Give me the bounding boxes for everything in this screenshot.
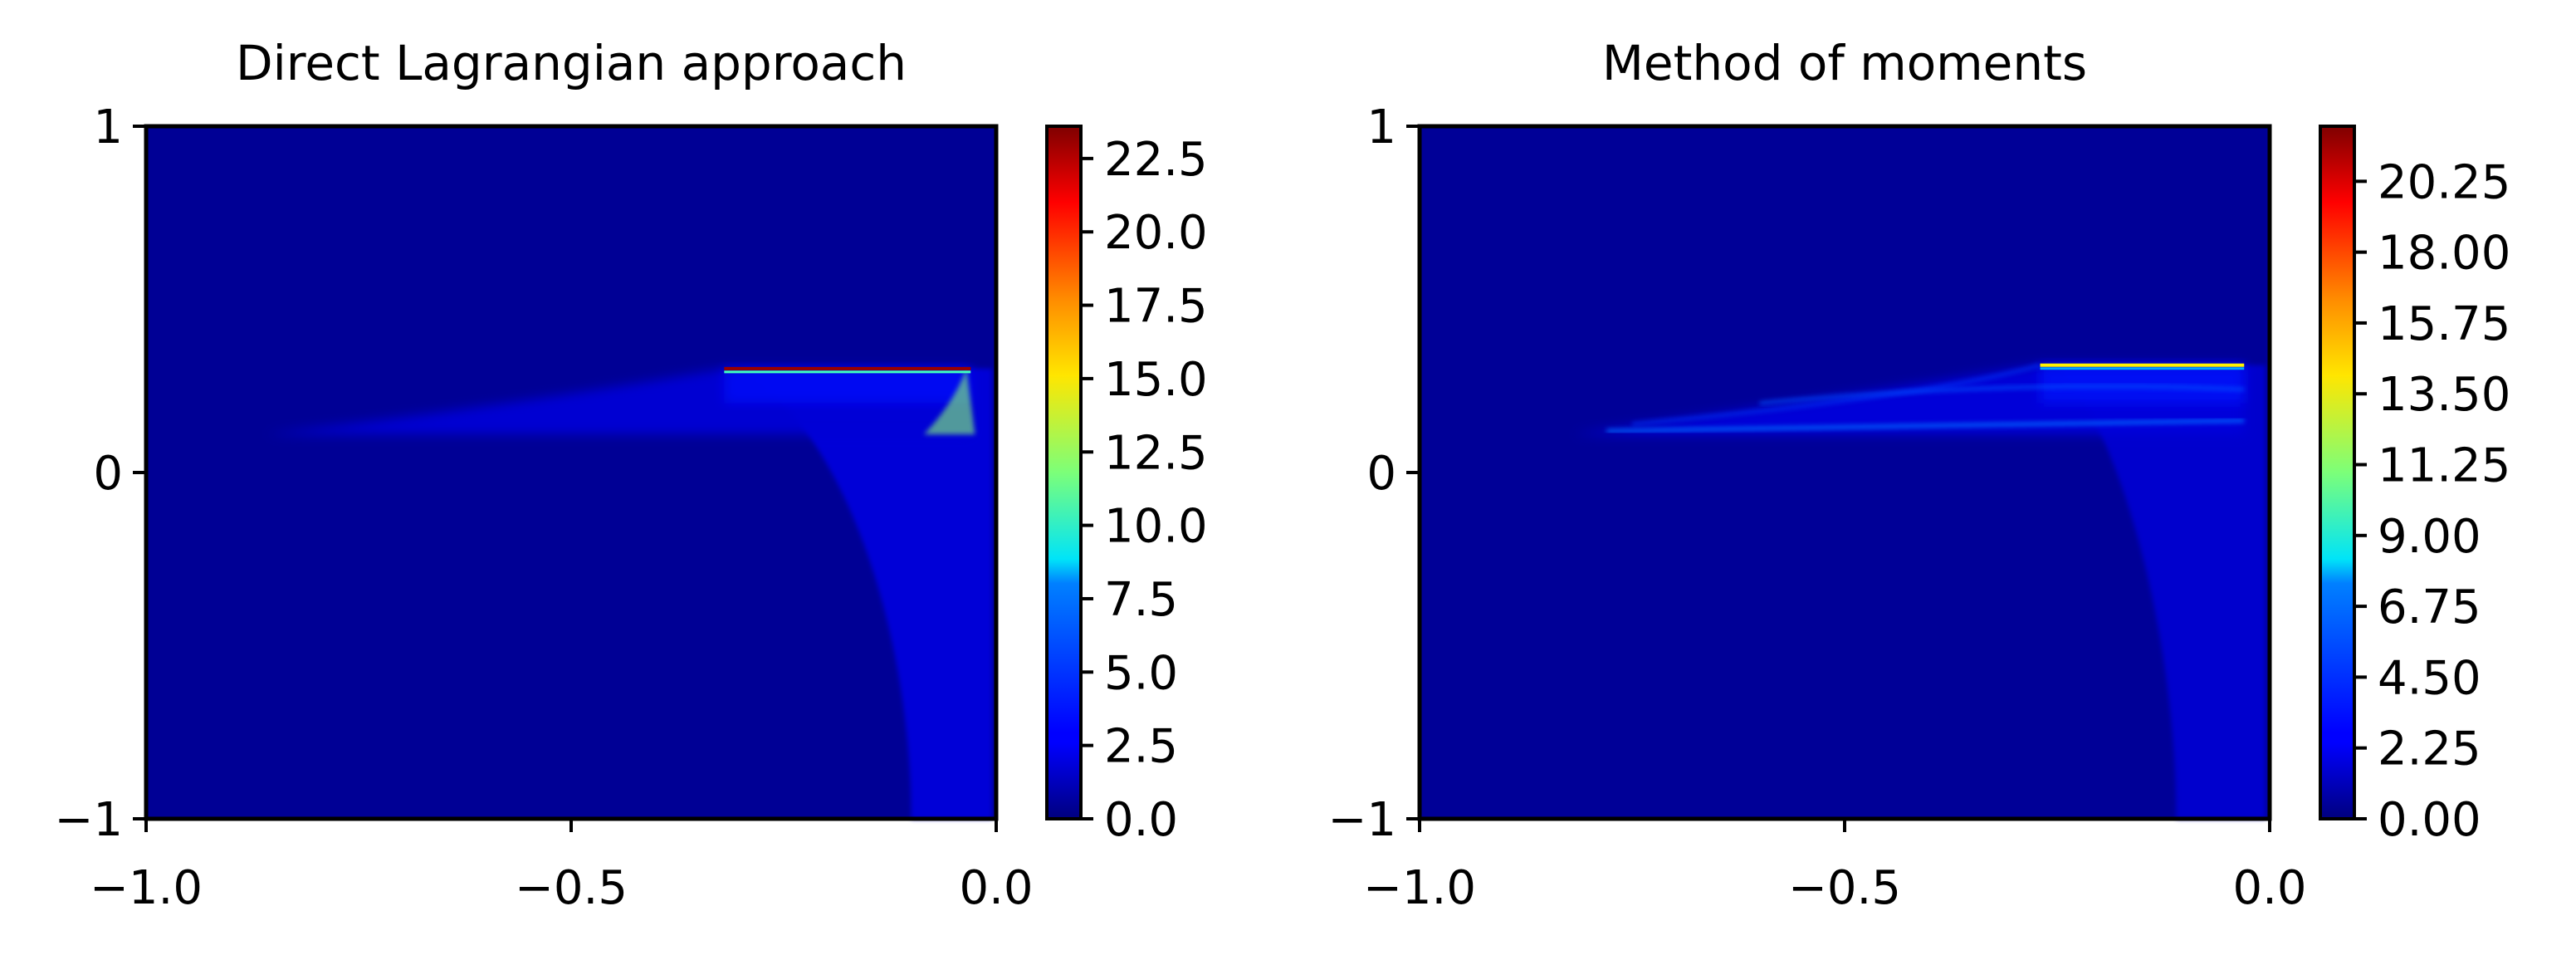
colorbar-tick-label: 20.25 [2378, 155, 2510, 209]
heatmap-field [1420, 126, 2270, 820]
colorbar-tick-label: 12.5 [1104, 426, 1208, 480]
chart-title: Direct Lagrangian approach [236, 35, 907, 91]
colorbar-tick-label: 9.00 [2378, 510, 2481, 564]
colorbar-tick-label: 22.5 [1104, 133, 1208, 187]
chart-title: Method of moments [1602, 35, 2087, 91]
colorbar-tick-label: 2.25 [2378, 722, 2481, 776]
colorbar-tick-label: 0.0 [1104, 793, 1178, 847]
colorbar-gradient [2319, 125, 2356, 820]
colorbar-tick-label: 0.00 [2378, 793, 2481, 847]
heatmap-lower-streak [1606, 418, 2245, 433]
x-tick-label: −1.0 [1363, 861, 1476, 915]
colorbar-tick-label: 18.00 [2378, 227, 2510, 281]
x-tick-label: −0.5 [515, 861, 628, 915]
heatmap-panel-left: Direct Lagrangian approach −1.0 −0.5 0.0… [54, 35, 1207, 915]
y-axis: −1 0 1 [54, 100, 146, 847]
heatmap-band [724, 368, 971, 404]
x-tick-label: −0.5 [1788, 861, 1901, 915]
y-tick-label: 0 [93, 447, 123, 501]
x-tick-label: 0.0 [959, 861, 1033, 915]
colorbar-tick-label: 20.0 [1104, 206, 1208, 260]
colorbar-tick-label: 15.75 [2378, 297, 2510, 351]
colorbar: 0.00 2.25 4.50 6.75 9.00 11.25 13.50 15.75 18.00… [2319, 125, 2510, 847]
colorbar-tick-label: 2.5 [1104, 720, 1178, 774]
heatmap-plume [2057, 365, 2266, 820]
x-axis: −1.0 −0.5 0.0 [90, 819, 1034, 915]
colorbar-gradient [1045, 125, 1083, 820]
y-tick-label: 0 [1366, 447, 1396, 501]
heatmap-field [146, 126, 996, 819]
colorbar: 0.0 2.5 5.0 7.5 10.0 12.5 15.0 17.5 20.0 22.5 [1045, 125, 1208, 847]
y-tick-label: −1 [54, 793, 123, 847]
colorbar-tick-label: 10.0 [1104, 500, 1208, 554]
y-tick-label: 1 [1366, 100, 1396, 154]
y-tick-label: −1 [1327, 793, 1396, 847]
heatmap-upper-streak [1631, 363, 2041, 426]
colorbar-tick-label: 5.0 [1104, 646, 1178, 700]
x-tick-label: 0.0 [2232, 861, 2306, 915]
heatmap-mid-streak [1759, 384, 2245, 405]
heatmap-plume [741, 368, 992, 819]
colorbar-tick-label: 11.25 [2378, 439, 2510, 493]
colorbar-tick-label: 4.50 [2378, 651, 2481, 705]
heatmap-band [2040, 365, 2245, 404]
colorbar-tick-label: 17.5 [1104, 280, 1208, 334]
colorbar-tick-label: 7.5 [1104, 573, 1178, 627]
colorbar-tick-label: 15.0 [1104, 353, 1208, 407]
heatmap-spike [923, 368, 975, 435]
colorbar-tick-label: 6.75 [2378, 580, 2481, 634]
x-tick-label: −1.0 [90, 861, 203, 915]
x-axis: −1.0 −0.5 0.0 [1363, 819, 2307, 915]
heatmap-panel-right: Method of moments −1.0 −0.5 0.0 −1 0 1 [1327, 35, 2510, 915]
y-tick-label: 1 [93, 100, 123, 154]
y-axis: −1 0 1 [1327, 100, 1420, 847]
colorbar-tick-label: 13.50 [2378, 368, 2510, 422]
